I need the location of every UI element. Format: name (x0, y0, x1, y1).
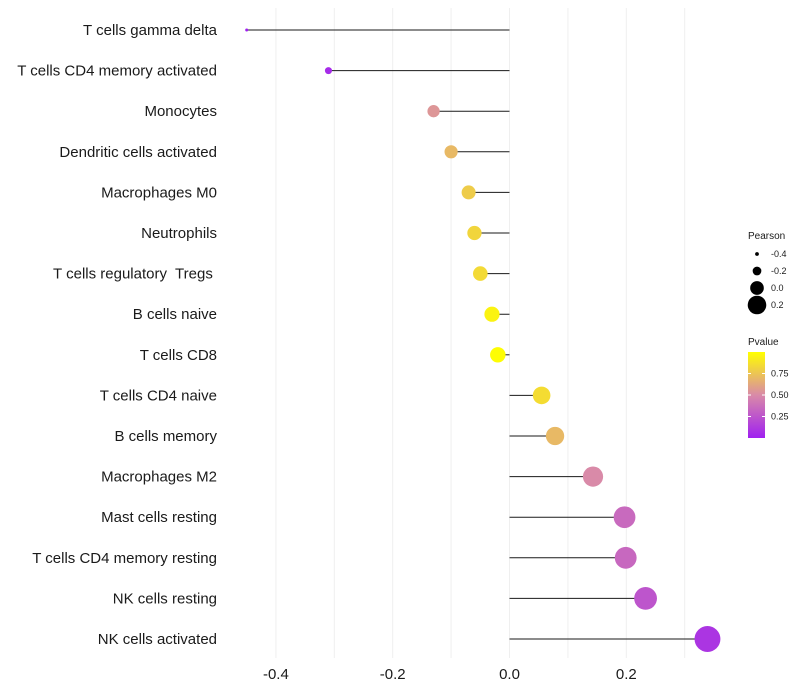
x-axis-ticks: -0.4 -0.2 0.0 0.2 (263, 666, 637, 683)
legend-color-label: 0.50 (771, 390, 789, 400)
category-label: Macrophages M0 (101, 184, 217, 201)
legend: Pearson -0.4 -0.2 0.0 0.2 Pvalue 0.25 0.50 0.75 (747, 231, 789, 438)
category-label: Macrophages M2 (101, 469, 217, 486)
lollipop-dot (694, 626, 721, 652)
x-tick-label: 0.0 (499, 666, 520, 683)
x-tick-label: 0.2 (616, 666, 637, 683)
category-label: T cells CD4 memory activated (17, 63, 217, 80)
legend-size-label: 0.2 (771, 300, 784, 310)
grid-lines (275, 8, 686, 658)
lollipop-stems (246, 29, 708, 640)
lollipop-dot (532, 386, 551, 405)
category-label: T cells regulatory Tregs (53, 266, 217, 283)
legend-size-swatch (747, 295, 767, 315)
legend-size-swatch (755, 252, 759, 256)
x-tick-label: -0.4 (263, 666, 289, 683)
legend-color-title: Pvalue (748, 337, 779, 348)
legend-size-title: Pearson (748, 231, 785, 242)
legend-size-label: -0.2 (771, 266, 787, 276)
lollipop-dot (473, 266, 488, 281)
category-label: Neutrophils (141, 225, 217, 242)
x-tick-label: -0.2 (380, 666, 406, 683)
category-label: T cells gamma delta (83, 22, 218, 39)
category-label: NK cells resting (113, 590, 217, 607)
legend-size-label: -0.4 (771, 249, 787, 259)
category-label: B cells memory (114, 428, 217, 445)
legend-color-bar (748, 352, 765, 438)
lollipop-dot (614, 546, 637, 569)
lollipop-dot (490, 347, 506, 363)
category-label: Dendritic cells activated (59, 144, 217, 161)
legend-size-swatch (752, 266, 762, 276)
category-label: NK cells activated (98, 631, 217, 648)
lollipop-dot (613, 506, 636, 529)
lollipop-dot (467, 225, 482, 241)
category-label: Monocytes (144, 103, 217, 120)
lollipop-dot (427, 105, 440, 118)
legend-size-label: 0.0 (771, 283, 784, 293)
lollipop-dot (444, 145, 458, 159)
lollipop-dot (582, 466, 604, 487)
category-label: Mast cells resting (101, 509, 217, 526)
lollipop-dot (245, 28, 249, 32)
category-label: T cells CD8 (140, 347, 217, 364)
legend-color-label: 0.25 (771, 412, 789, 422)
legend-size-swatch (750, 281, 764, 295)
lollipop-dots (245, 28, 721, 652)
category-labels: T cells gamma delta T cells CD4 memory ac… (17, 22, 217, 648)
lollipop-dot (634, 586, 657, 610)
lollipop-dot (324, 67, 332, 75)
category-label: T cells CD4 naive (100, 387, 217, 404)
lollipop-dot (461, 185, 476, 200)
category-label: T cells CD4 memory resting (32, 550, 217, 567)
legend-color-label: 0.75 (771, 369, 789, 379)
lollipop-dot (545, 426, 565, 446)
category-label: B cells naive (133, 306, 217, 323)
lollipop-dot (484, 306, 500, 322)
